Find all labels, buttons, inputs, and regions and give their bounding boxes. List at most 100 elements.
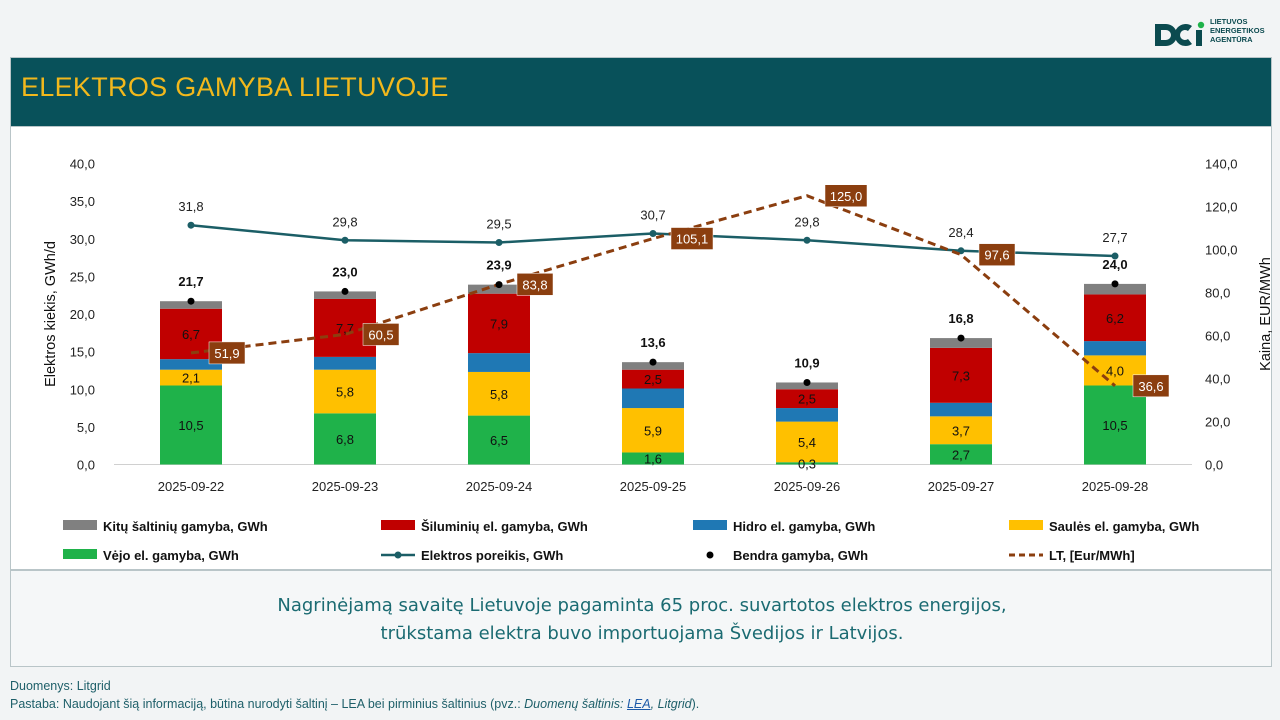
y-right-tick-label: 40,0 [1205, 372, 1230, 387]
price-label-box [362, 323, 400, 346]
x-tick-label: 2025-09-24 [466, 479, 533, 494]
price-label-box [824, 184, 868, 207]
hydro-bar [160, 359, 222, 370]
price-label-box [670, 227, 714, 250]
lea-logo: LIETUVOS ENERGETIKOS AGENTŪRA [1152, 17, 1270, 54]
other-bar [930, 338, 992, 348]
solar-data-label: 5,8 [336, 385, 354, 400]
total-generation-data-label: 10,9 [794, 355, 819, 370]
price-data-label: 125,0 [830, 189, 863, 204]
hydro-bar [1084, 341, 1146, 356]
y-left-tick-label: 10,0 [70, 382, 95, 397]
price-data-label: 60,5 [368, 327, 393, 342]
wind-data-label: 0,3 [798, 457, 816, 472]
price-label-box [208, 341, 246, 365]
other-legend-swatch [63, 520, 97, 530]
demand-legend-marker [394, 551, 402, 559]
y-right-tick-label: 120,0 [1205, 200, 1238, 215]
wind-data-label: 10,5 [178, 418, 203, 433]
y-right-tick-label: 60,0 [1205, 329, 1230, 344]
solar-legend-label: Saulės el. gamyba, GWh [1049, 519, 1199, 534]
wind-data-label: 6,5 [490, 433, 508, 448]
x-tick-label: 2025-09-23 [312, 479, 379, 494]
wind-bar [314, 413, 376, 465]
other-bar [314, 291, 376, 299]
solar-bar [930, 416, 992, 445]
other-bar [1084, 283, 1146, 295]
price-data-label: 83,8 [522, 277, 547, 292]
wind-data-label: 10,5 [1102, 418, 1127, 433]
page-title: ELEKTROS GAMYBA LIETUVOJE [21, 72, 449, 102]
thermal-bar [930, 347, 992, 403]
wind-bar [930, 444, 992, 465]
price-data-label: 36,6 [1138, 379, 1163, 394]
wind-legend-swatch [63, 549, 97, 559]
y-left-tick-label: 15,0 [70, 345, 95, 360]
y-right-tick-label: 100,0 [1205, 243, 1238, 258]
solar-bar [622, 408, 684, 453]
thermal-data-label: 2,5 [644, 372, 662, 387]
total-generation-data-label: 24,0 [1102, 257, 1127, 272]
demand-marker [1111, 252, 1119, 260]
demand-data-label: 29,8 [794, 214, 819, 229]
thermal-bar [468, 293, 530, 354]
solar-data-label: 3,7 [952, 423, 970, 438]
hydro-bar [314, 356, 376, 370]
usage-note-source-label: Duomenų šaltinis: [524, 697, 627, 711]
demand-data-label: 28,4 [948, 225, 973, 240]
total_dot-legend-label: Bendra gamyba, GWh [733, 548, 868, 563]
solar-legend-swatch [1009, 520, 1043, 530]
total-generation-marker [495, 281, 503, 289]
hydro-legend-label: Hidro el. gamyba, GWh [733, 519, 875, 534]
other-bar [160, 301, 222, 309]
thermal-legend-swatch [381, 520, 415, 530]
price-label-box [978, 243, 1016, 266]
wind-legend-label: Vėjo el. gamyba, GWh [103, 548, 239, 563]
y-left-tick-label: 5,0 [77, 420, 95, 435]
wind-data-label: 6,8 [336, 432, 354, 447]
y-right-tick-label: 20,0 [1205, 415, 1230, 430]
y-left-tick-label: 40,0 [70, 157, 95, 172]
total-generation-marker [957, 334, 965, 342]
demand-data-label: 29,5 [486, 217, 511, 232]
wind-data-label: 1,6 [644, 451, 662, 466]
hydro-bar [468, 353, 530, 372]
hydro-bar [776, 408, 838, 422]
usage-note: Pastaba: Naudojant šią informaciją, būti… [10, 697, 699, 711]
solar-bar [160, 369, 222, 386]
total-generation-data-label: 23,9 [486, 258, 511, 273]
thermal-bar [622, 369, 684, 389]
price-data-label: 51,9 [214, 346, 239, 361]
price-data-label: 105,1 [676, 232, 709, 247]
x-tick-label: 2025-09-27 [928, 479, 995, 494]
total-generation-marker [341, 287, 349, 295]
total-generation-marker [649, 358, 657, 366]
demand-data-label: 31,8 [178, 199, 203, 214]
y-left-tick-label: 0,0 [77, 458, 95, 473]
demand-data-label: 27,7 [1102, 230, 1127, 245]
lea-link[interactable]: LEA [626, 697, 651, 711]
total-generation-data-label: 16,8 [948, 311, 973, 326]
price-legend-label: LT, [Eur/MWh] [1049, 548, 1135, 563]
solar-data-label: 5,4 [798, 435, 816, 450]
title-bar: ELEKTROS GAMYBA LIETUVOJE [10, 57, 1272, 127]
data-source-note: Duomenys: Litgrid [10, 679, 111, 693]
solar-data-label: 5,8 [490, 387, 508, 402]
price-label-box [1132, 374, 1170, 398]
other-legend-label: Kitų šaltinių gamyba, GWh [103, 519, 268, 534]
solar-data-label: 5,9 [644, 423, 662, 438]
demand-marker [341, 236, 349, 244]
hydro-bar [930, 402, 992, 417]
price-label-box [516, 273, 554, 296]
total-generation-marker [803, 378, 811, 386]
thermal-bar [1084, 294, 1146, 342]
hydro-bar [622, 388, 684, 409]
lea-logo-text: LIETUVOS ENERGETIKOS AGENTŪRA [1210, 17, 1270, 44]
y-left-tick-label: 25,0 [70, 269, 95, 284]
y-left-tick-label: 20,0 [70, 307, 95, 322]
logo-text-line: LIETUVOS [1210, 17, 1248, 26]
chart-panel: 0,0 5,0 10,0 15,0 20,0 25,0 30,0 35,0 40,0 0,0 20,… [10, 127, 1273, 570]
thermal-data-label: 2,5 [798, 392, 816, 407]
demand-marker [495, 239, 503, 247]
demand-data-label: 29,8 [332, 214, 357, 229]
